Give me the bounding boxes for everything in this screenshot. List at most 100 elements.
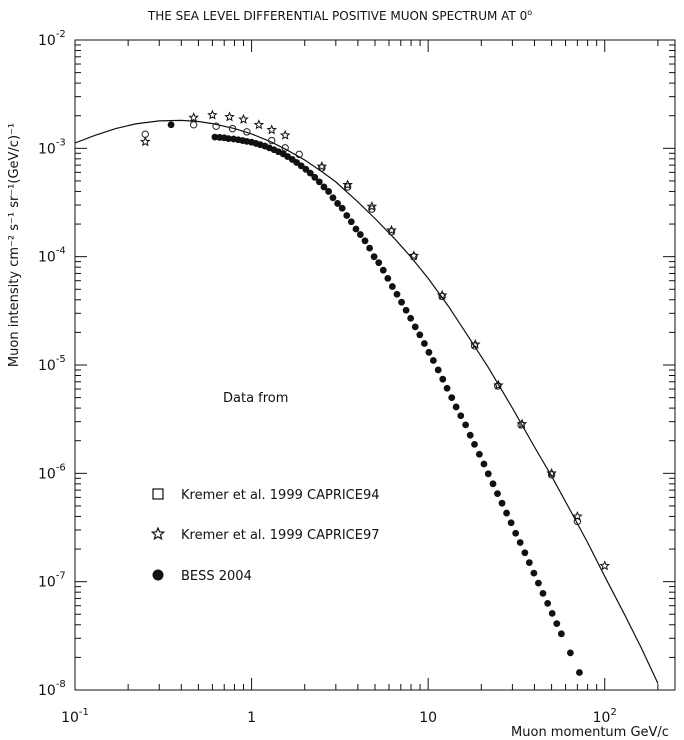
- bess-point: [530, 569, 538, 577]
- bess-point: [434, 366, 442, 374]
- caprice97-point: [366, 201, 378, 212]
- caprice97-point: [342, 179, 353, 190]
- annotation-data-from: Data from: [223, 391, 288, 406]
- caprice94-point: [368, 205, 376, 213]
- caprice97-point: [470, 338, 481, 349]
- bess-point: [521, 549, 529, 557]
- caprice94-point: [387, 228, 396, 236]
- x-axis-label: Muon momentum GeV/c: [511, 725, 669, 740]
- data-points: [140, 109, 610, 676]
- caprice94-point: [281, 144, 289, 152]
- caprice94-point: [243, 128, 251, 136]
- bess-point: [512, 529, 520, 537]
- bess-point: [352, 225, 360, 233]
- caprice94-point: [438, 292, 446, 301]
- caprice97-point: [253, 119, 265, 130]
- bess-point: [375, 259, 383, 267]
- bess-point: [347, 218, 355, 226]
- bess-point: [457, 412, 465, 420]
- caprice97-point: [516, 418, 528, 429]
- bess-point: [475, 450, 483, 458]
- bess-point: [429, 357, 437, 364]
- bess-point: [498, 499, 506, 507]
- bess-point: [576, 669, 583, 676]
- bess-point: [302, 165, 310, 173]
- bess-point: [393, 290, 401, 298]
- caprice97-point: [207, 109, 218, 120]
- bess-point: [439, 375, 447, 383]
- caprice97-point: [599, 560, 610, 571]
- bess-point: [539, 589, 547, 597]
- caprice97-point: [386, 224, 397, 235]
- bess-point: [338, 204, 346, 212]
- bess-point: [462, 421, 470, 429]
- x-tick-label: 10-1: [61, 707, 89, 726]
- legend-marker-caprice97: [150, 526, 166, 541]
- bess-point: [544, 600, 552, 607]
- bess-point: [370, 253, 378, 261]
- caprice97-point: [572, 510, 583, 521]
- caprice97-point: [224, 111, 235, 122]
- series-circle: [167, 121, 583, 676]
- bess-point: [343, 212, 351, 219]
- bess-point: [315, 178, 323, 186]
- bess-point: [167, 121, 175, 129]
- bess-point: [516, 539, 524, 546]
- bess-point: [553, 620, 561, 628]
- caprice94-point: [410, 252, 418, 261]
- bess-point: [356, 231, 364, 238]
- x-tick-label: 102: [593, 707, 617, 726]
- bess-point: [306, 169, 314, 177]
- bess-point: [548, 609, 556, 617]
- x-axis-ticks: 10-1 1 10 102: [61, 40, 659, 726]
- caprice97-point: [493, 379, 504, 390]
- legend-label-caprice94: Kremer et al. 1999 CAPRICE94: [181, 488, 380, 503]
- plot-frame: [74, 39, 676, 691]
- caprice94-point: [318, 164, 326, 172]
- chart-title: THE SEA LEVEL DIFFERENTIAL POSITIVE MUON…: [147, 8, 532, 23]
- caprice97-point: [266, 124, 277, 135]
- legend-label-caprice97: Kremer et al. 1999 CAPRICE97: [181, 528, 380, 543]
- y-axis-label: Muon intensity cm⁻² s⁻¹ sr⁻¹(GeV/c)⁻¹: [7, 123, 22, 367]
- bess-point: [443, 384, 451, 392]
- y-tick-label: 10-7: [38, 571, 66, 591]
- y-tick-label: 10-4: [38, 246, 66, 266]
- bess-point: [420, 340, 428, 347]
- caprice97-point: [408, 250, 420, 261]
- x-tick-label: 10: [419, 710, 437, 726]
- model-curve: [74, 119, 659, 684]
- model-curve-line: [74, 119, 659, 684]
- bess-point: [452, 403, 460, 411]
- bess-point: [398, 298, 405, 306]
- caprice97-point: [436, 289, 448, 300]
- caprice94-point: [295, 150, 303, 159]
- caprice94-point: [212, 122, 220, 130]
- bess-point: [325, 188, 332, 195]
- bess-point: [448, 394, 456, 402]
- bess-point: [388, 283, 396, 290]
- bess-point: [494, 490, 501, 498]
- bess-point: [480, 460, 488, 468]
- bess-point: [384, 275, 392, 282]
- bess-point: [297, 162, 305, 170]
- bess-point: [507, 519, 515, 527]
- caprice94-point: [267, 136, 276, 145]
- bess-point: [557, 630, 565, 638]
- caprice97-point: [546, 467, 557, 478]
- bess-point: [503, 509, 510, 517]
- bess-point: [320, 183, 328, 191]
- bess-point: [334, 200, 341, 207]
- caprice97-point: [316, 160, 328, 171]
- bess-point: [407, 314, 415, 322]
- bess-point: [416, 331, 424, 339]
- bess-point: [402, 306, 410, 314]
- caprice97-point: [140, 136, 151, 147]
- caprice97-point: [238, 113, 249, 124]
- caprice94-point: [189, 121, 198, 129]
- bess-point: [466, 431, 474, 439]
- bess-point: [329, 194, 337, 202]
- bess-point: [366, 244, 373, 252]
- y-tick-label: 10-6: [38, 462, 66, 482]
- bess-point: [534, 579, 542, 587]
- legend-marker-bess2004: [152, 569, 164, 581]
